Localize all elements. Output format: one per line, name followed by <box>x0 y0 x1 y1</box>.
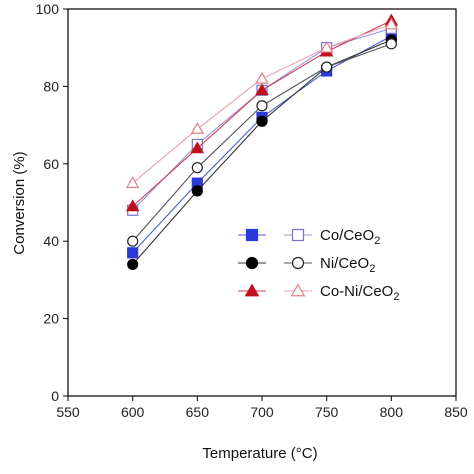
y-tick-label: 0 <box>51 388 59 404</box>
y-axis-title: Conversion (%) <box>11 151 28 254</box>
data-point <box>322 62 332 72</box>
data-point <box>257 116 267 126</box>
legend-label-subscript: 2 <box>393 291 399 303</box>
data-point <box>192 123 204 133</box>
x-tick-label: 550 <box>56 404 80 420</box>
legend-marker-filled <box>247 230 258 241</box>
x-tick-label: 800 <box>380 404 404 420</box>
data-point <box>192 163 202 173</box>
legend-label-subscript: 2 <box>374 235 380 247</box>
legend-label: Co-Ni/CeO2 <box>320 283 399 303</box>
legend-item: Co-Ni/CeO2 <box>238 283 399 303</box>
x-axis-title: Temperature (°C) <box>202 445 317 462</box>
y-tick-label: 100 <box>36 1 60 17</box>
legend: Co/CeO2 Ni/CeO2 Co-Ni/CeO2 <box>238 227 399 303</box>
plot-frame <box>68 9 456 396</box>
legend-label: Ni/CeO2 <box>320 255 375 275</box>
data-point <box>257 101 267 111</box>
x-tick-label: 600 <box>121 404 145 420</box>
data-point <box>128 259 138 269</box>
data-point <box>128 236 138 246</box>
y-tick-label: 40 <box>43 233 59 249</box>
x-tick-label: 650 <box>186 404 210 420</box>
axes: 550 600 650 700 750 800 850 0 20 40 60 80 100 <box>36 1 468 420</box>
legend-marker-open <box>293 258 304 269</box>
legend-marker-filled <box>246 285 259 296</box>
legend-item: Ni/CeO2 <box>238 255 375 275</box>
x-tick-label: 700 <box>250 404 274 420</box>
legend-label-subscript: 2 <box>369 263 375 275</box>
y-tick-label: 80 <box>43 78 59 94</box>
legend-marker-open <box>292 285 305 296</box>
x-tick-label: 750 <box>315 404 339 420</box>
x-tick-label: 850 <box>444 404 468 420</box>
data-point <box>386 39 396 49</box>
y-tick-label: 60 <box>43 156 59 172</box>
legend-item: Co/CeO2 <box>238 227 380 247</box>
legend-label: Co/CeO2 <box>320 227 380 247</box>
y-tick-label: 20 <box>43 311 59 327</box>
data-point <box>127 177 139 187</box>
data-point <box>128 248 138 258</box>
legend-marker-filled <box>247 258 258 269</box>
data-point <box>192 186 202 196</box>
data-point <box>256 73 268 83</box>
legend-marker-open <box>293 230 304 241</box>
